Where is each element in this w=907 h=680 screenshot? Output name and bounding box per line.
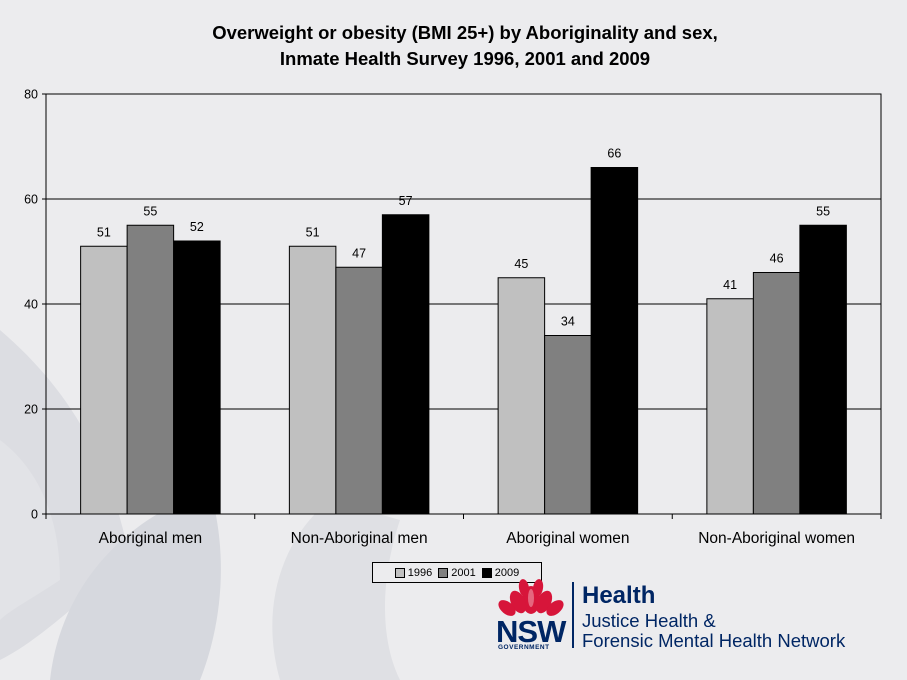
nsw-wordmark: NSW (496, 614, 566, 649)
health-wordmark: Health (582, 582, 656, 609)
axes: 0 20 40 60 80 Aboriginal men Non-Aboriginal me… (24, 88, 882, 547)
legend-item-2009: 2009 (481, 566, 520, 579)
logo-divider (572, 582, 574, 648)
data-label-1996-2: 45 (514, 257, 528, 271)
data-label-2009-2: 66 (607, 147, 621, 161)
legend-label-2009: 2009 (494, 566, 520, 579)
data-labels: 51 51 45 41 55 47 34 46 52 57 66 55 (97, 147, 830, 329)
network-name-line2: Forensic Mental Health Network (582, 630, 846, 651)
bar-2009-0 (173, 240, 221, 515)
legend-label-2001: 2001 (451, 566, 476, 579)
y-tick-label-80: 80 (24, 88, 38, 102)
nsw-health-logo: NSW GOVERNMENT Health Justice Health & F… (496, 578, 876, 653)
data-label-2001-2: 34 (561, 315, 575, 329)
bar-2009-3 (799, 224, 847, 515)
bar-2009-1 (381, 214, 430, 515)
bar-2001-0 (126, 224, 175, 515)
x-tick-label-3: Non-Aboriginal women (698, 530, 855, 547)
x-tick-label-0: Aboriginal men (99, 530, 202, 547)
bar-1996-0 (80, 245, 128, 515)
y-tick-label-40: 40 (24, 298, 38, 312)
y-tick-label-20: 20 (24, 403, 38, 417)
data-label-2009-0: 52 (190, 220, 204, 234)
legend-swatch-1996 (394, 567, 405, 578)
data-label-2001-1: 47 (352, 246, 366, 260)
data-label-2001-3: 46 (770, 252, 784, 266)
legend-swatch-2001 (438, 567, 449, 578)
bar-1996-3 (706, 298, 754, 515)
data-label-1996-0: 51 (97, 225, 111, 239)
government-wordmark: GOVERNMENT (498, 644, 550, 651)
bar-2001-1 (335, 266, 383, 515)
legend: 1996 2001 2009 (372, 562, 542, 583)
bar-2001-2 (544, 335, 592, 515)
x-tick-label-1: Non-Aboriginal men (291, 530, 428, 547)
waratah-icon (498, 579, 564, 616)
bar-1996-1 (288, 245, 337, 515)
data-label-2001-0: 55 (143, 204, 157, 218)
x-tick-label-2: Aboriginal women (506, 530, 629, 547)
legend-swatch-2009 (481, 567, 492, 578)
bar-2009-2 (590, 167, 639, 515)
network-name: Justice Health & Forensic Mental Health … (582, 611, 845, 651)
chart-title: Overweight or obesity (BMI 25+) by Abori… (0, 20, 907, 72)
legend-item-2001: 2001 (438, 566, 476, 579)
y-tick-label-60: 60 (24, 193, 38, 207)
data-label-2009-1: 57 (399, 194, 413, 208)
data-label-1996-1: 51 (306, 225, 320, 239)
legend-item-1996: 1996 (394, 566, 433, 579)
bars (80, 167, 847, 515)
chart-title-line1: Overweight or obesity (BMI 25+) by Abori… (212, 22, 718, 43)
data-label-2009-3: 55 (816, 204, 830, 218)
legend-label-1996: 1996 (407, 566, 433, 579)
data-label-1996-3: 41 (723, 278, 737, 292)
chart-title-line2: Inmate Health Survey 1996, 2001 and 2009 (279, 48, 651, 69)
bar-2001-3 (752, 272, 801, 515)
bar-1996-2 (497, 277, 546, 515)
y-tick-label-0: 0 (31, 508, 38, 522)
network-name-line1: Justice Health & (582, 610, 716, 631)
